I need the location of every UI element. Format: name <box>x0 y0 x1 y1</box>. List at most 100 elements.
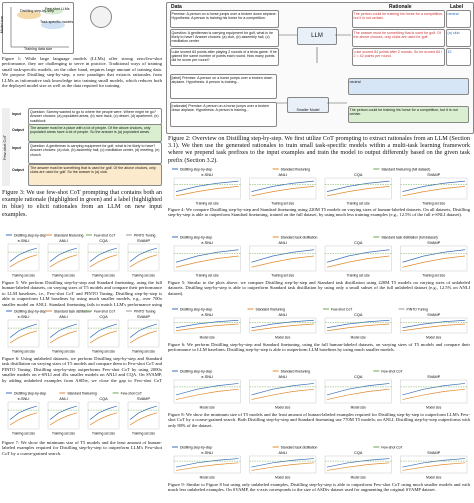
legend-label: PINTO Tuning <box>134 309 156 313</box>
x-axis-label: Training set size <box>196 202 219 206</box>
x-axis-label: Model size <box>351 336 366 340</box>
panel-frame <box>324 379 392 404</box>
panel-title: SVAMP <box>427 375 440 379</box>
legend-label: Standard finetuning <box>281 167 311 171</box>
decor-line <box>89 330 118 344</box>
figure2-header: Label <box>450 4 464 10</box>
decor-line <box>9 330 38 344</box>
legend-label: Distilling step-by-step <box>14 391 46 395</box>
x-axis-label: Training set size <box>132 350 155 354</box>
panel-title: SVAMP <box>137 315 150 319</box>
legend-label: Standard finetuning <box>281 369 311 373</box>
x-axis-label: Training set size <box>52 432 75 436</box>
figure3-tag: Output <box>12 128 24 132</box>
panel-title: e-SNLI <box>201 451 213 455</box>
decor-line <box>175 388 239 400</box>
panel-frame <box>400 317 468 334</box>
panel-title: e-SNLI <box>201 375 213 379</box>
panel-title: SVAMP <box>427 241 440 245</box>
decor-line <box>175 458 239 468</box>
figure3-caption: Figure 3: We use few-shot CoT prompting … <box>2 189 162 218</box>
x-axis-label: Training set size <box>12 274 35 278</box>
panel-frame <box>324 317 392 334</box>
x-axis-label: Training set size <box>347 202 370 206</box>
panel-frame <box>47 243 80 272</box>
figure3-text: The answer must be something that is use… <box>28 164 162 186</box>
figure2-label: (a) club <box>446 29 471 47</box>
x-axis-label: Model size <box>200 406 215 410</box>
panel-title: ANLI <box>279 313 287 317</box>
figure1-label: Model size <box>0 16 4 34</box>
x-axis-label: Model size <box>426 406 441 410</box>
legend-label: Distilling step-by-step <box>180 167 212 171</box>
x-axis-label: Model size <box>275 406 290 410</box>
decor-line <box>251 186 315 197</box>
decor-line <box>251 383 315 396</box>
panel-frame <box>173 379 241 404</box>
decor-line <box>326 180 390 192</box>
x-axis-label: Model size <box>200 336 215 340</box>
decor-line <box>49 254 78 268</box>
panel-title: e-SNLI <box>18 315 30 319</box>
decor-line <box>49 330 78 344</box>
chart-row: Distilling step-by-step Standard finetuni… <box>172 307 468 340</box>
panel-frame <box>87 243 120 272</box>
decor-line <box>175 383 239 396</box>
decor-line <box>326 323 390 332</box>
panel-title: SVAMP <box>137 397 150 401</box>
decor-line <box>251 319 315 329</box>
x-axis-label: Training set size <box>12 432 35 436</box>
x-axis-label: Training set size <box>92 274 115 278</box>
panel-title: ANLI <box>279 451 287 455</box>
decor-line <box>326 249 390 263</box>
x-axis-label: Model size <box>275 336 290 340</box>
x-axis-label: Training set size <box>92 432 115 436</box>
panel-frame <box>87 319 120 348</box>
legend-label: Few-shot CoT <box>381 445 402 449</box>
panel-frame <box>400 245 468 272</box>
x-axis-label: Training set size <box>422 202 445 206</box>
panel-frame <box>173 177 241 200</box>
decor-line <box>49 247 78 262</box>
figure3-text: Question: A gentleman is carrying equipm… <box>28 142 162 164</box>
chart-row: Distilling step-by-step Standard task dis… <box>6 309 160 354</box>
legend-label: Distilling step-by-step <box>14 233 46 237</box>
panel-frame <box>249 177 317 200</box>
decor-line <box>9 412 38 426</box>
legend-label: Distilling step-by-step <box>180 235 212 239</box>
decor-line <box>89 405 118 420</box>
decor-line <box>49 323 78 338</box>
panel-title: SVAMP <box>427 451 440 455</box>
decor-line <box>402 388 466 400</box>
decor-line <box>89 323 118 338</box>
panel-title: e-SNLI <box>201 173 213 177</box>
legend-label: Standard task distillation <box>54 309 91 313</box>
decor-line <box>402 319 466 329</box>
legend-label: PINTO Tuning <box>134 233 156 237</box>
x-axis-label: Training set size <box>132 274 155 278</box>
panel-frame <box>127 319 160 348</box>
figure2-header: Data <box>171 4 182 10</box>
x-axis-label: Model size <box>426 476 441 480</box>
x-axis-label: Model size <box>351 406 366 410</box>
panel-title: CQA <box>354 451 363 455</box>
decor-line <box>175 180 239 192</box>
decor-line <box>129 412 158 426</box>
x-axis-label: Model size <box>200 476 215 480</box>
decor-line <box>175 255 239 268</box>
figure3-tag: Input <box>12 112 21 116</box>
decor-line <box>402 462 466 471</box>
legend-label: Few-shot CoT <box>331 307 352 311</box>
panel-frame <box>127 243 160 272</box>
decor-line <box>9 247 38 262</box>
figure-caption: Figure 6: We perform Distilling step-by-… <box>168 342 470 353</box>
figure3-text: The answer must be a place with a lot of… <box>28 124 162 142</box>
panel-title: SVAMP <box>137 239 150 243</box>
small-model-label: Smaller Model <box>296 108 320 112</box>
x-axis-label: Training set size <box>12 350 35 354</box>
chart-row: Distilling step-by-step Standard finetuni… <box>172 369 468 410</box>
legend-label: Distilling step-by-step <box>180 307 212 311</box>
chart-row: Distilling step-by-step Standard finetuni… <box>6 233 160 278</box>
panel-title: e-SNLI <box>18 397 30 401</box>
legend-label: Few-shot CoT <box>94 233 115 237</box>
